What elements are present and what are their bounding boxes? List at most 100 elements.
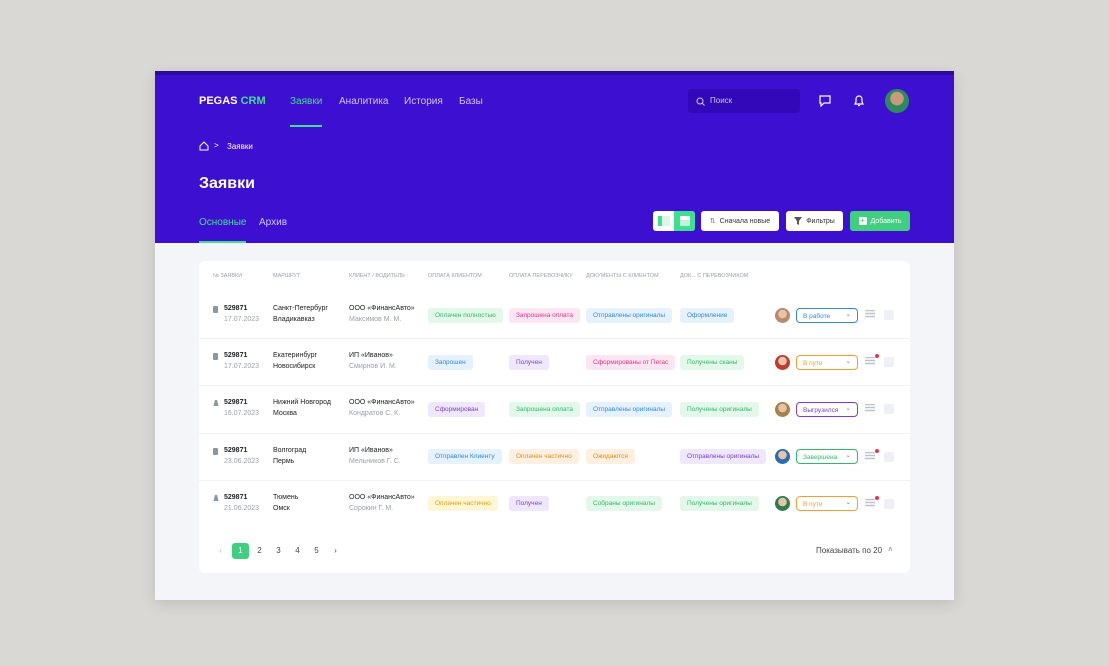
client: ООО «ФинансАвто»: [349, 399, 415, 407]
order-date: 17.07.2023: [224, 363, 260, 371]
more-button[interactable]: [884, 498, 894, 509]
breadcrumb[interactable]: Заявки: [227, 142, 253, 151]
status-text: Выгрузился: [803, 406, 839, 414]
driver-avatar[interactable]: [775, 449, 790, 465]
status-badge: Получен: [509, 496, 549, 512]
route-from: Тюмень: [273, 493, 299, 501]
chevron: ⌄: [845, 310, 851, 318]
comment-icon[interactable]: [865, 357, 875, 366]
route-to: Владикавказ: [273, 316, 315, 323]
comment-icon[interactable]: [865, 451, 875, 460]
order-date: 16.07.2023: [224, 410, 260, 418]
route-from: Екатеринбург: [273, 352, 318, 360]
search[interactable]: Поиск: [688, 89, 800, 113]
sort-button[interactable]: ⇅ Сначала новые: [701, 211, 779, 231]
driver-avatar[interactable]: [775, 307, 790, 323]
unread-dot: [875, 495, 879, 500]
column-header: ОПЛАТА КЛИЕНТОМ: [428, 273, 482, 279]
route-to: Москва: [273, 410, 297, 418]
driver: Максимов М. М.: [349, 316, 402, 323]
client: ООО «ФинансАвто»: [349, 493, 415, 501]
page-number[interactable]: 1: [232, 543, 249, 559]
sort-label: Сначала новые: [719, 217, 771, 225]
client: ИП «Иванов»: [349, 446, 393, 454]
filter-icon: [794, 217, 803, 225]
status-badge: Собраны оригиналы: [586, 496, 662, 512]
chevron: ⌄: [845, 404, 851, 412]
status-badge: Получены оригиналы: [680, 401, 759, 417]
driver-avatar[interactable]: [775, 401, 790, 417]
status-text: Завершена: [803, 454, 838, 462]
home-icon[interactable]: [199, 141, 209, 151]
driver: Смирнов И. М.: [349, 363, 397, 371]
nav-underline: [290, 125, 322, 127]
nav-item[interactable]: История: [404, 96, 443, 107]
column-header: ДОК... С ПЕРЕВОЗЧИКОМ: [680, 273, 749, 279]
page-number[interactable]: 5: [314, 546, 319, 555]
status-select[interactable]: В пути ⌄: [796, 496, 858, 512]
status-badge: Оплачен частично: [509, 449, 579, 465]
add-button[interactable]: + Добавить: [850, 211, 910, 231]
messages-icon[interactable]: [819, 95, 831, 107]
page-size[interactable]: Показывать по 20: [816, 546, 883, 555]
nav-item[interactable]: Заявки: [290, 96, 323, 107]
status-select[interactable]: Выгрузился ⌄: [796, 401, 858, 417]
more-button[interactable]: [884, 404, 894, 415]
order-id: 529871: [224, 352, 248, 360]
route-from: Нижний Новгород: [273, 399, 331, 407]
status-badge: Оплачен частично: [428, 496, 498, 512]
row-divider: [199, 338, 910, 340]
doc-icon: [213, 306, 218, 313]
tab[interactable]: Архив: [259, 217, 288, 228]
next-page[interactable]: ›: [334, 546, 337, 555]
route-from: Санкт-Петербург: [273, 305, 328, 312]
page-number[interactable]: 2: [257, 546, 262, 555]
driver-avatar[interactable]: [775, 354, 790, 370]
status-badge: Запрошена оплата: [509, 401, 581, 417]
search-placeholder: Поиск: [710, 96, 733, 105]
chevron: ⌄: [845, 452, 851, 460]
logo[interactable]: PEGAS CRM: [199, 95, 266, 107]
bell-icon[interactable]: [853, 95, 865, 107]
status-badge: Отправлены оригиналы: [586, 307, 673, 323]
order-id: 529871: [224, 399, 248, 407]
more-button[interactable]: [884, 357, 894, 368]
column-header: № ЗАЯВКИ: [213, 273, 243, 279]
status-badge: Ожидаются: [586, 449, 635, 465]
tab[interactable]: Основные: [199, 217, 247, 228]
user-avatar[interactable]: [885, 89, 909, 113]
user-icon: [213, 400, 219, 407]
comment-icon[interactable]: [865, 404, 875, 413]
status-badge: Получен: [509, 354, 549, 370]
more-button[interactable]: [884, 310, 894, 320]
order-date: 17.07.2023: [224, 316, 260, 323]
status-badge: Оплачен полностью: [428, 307, 503, 323]
chevron: ⌄: [845, 499, 851, 507]
page-number[interactable]: 3: [276, 546, 281, 555]
client: ИП «Иванов»: [349, 352, 393, 360]
comment-icon[interactable]: [865, 310, 875, 318]
status-badge: Отправлен Клиенту: [428, 449, 502, 465]
status-badge: Сформированы от Пегас: [586, 354, 676, 370]
comment-icon[interactable]: [865, 498, 875, 507]
nav-item[interactable]: Аналитика: [339, 96, 389, 107]
view-toggle[interactable]: [653, 211, 695, 231]
filter-button[interactable]: Фильтры: [786, 211, 843, 231]
nav-item[interactable]: Базы: [459, 96, 483, 107]
page-number[interactable]: 4: [295, 546, 300, 555]
status-text: В работе: [803, 312, 831, 320]
page-title: Заявки: [199, 175, 255, 192]
unread-dot: [875, 354, 879, 359]
status-badge: Получены оригиналы: [680, 496, 759, 512]
page-size-chevron: ˄: [888, 545, 893, 554]
column-header: МАРШРУТ: [273, 273, 301, 279]
more-button[interactable]: [884, 451, 894, 462]
tab-underline: [199, 241, 246, 243]
status-select[interactable]: Завершена ⌄: [796, 449, 858, 465]
driver: Мельников Г. С.: [349, 457, 401, 465]
prev-page[interactable]: ‹: [219, 546, 222, 555]
status-select[interactable]: В пути ⌄: [796, 354, 858, 370]
driver-avatar[interactable]: [775, 496, 790, 512]
status-select[interactable]: В работе ⌄: [796, 307, 858, 323]
